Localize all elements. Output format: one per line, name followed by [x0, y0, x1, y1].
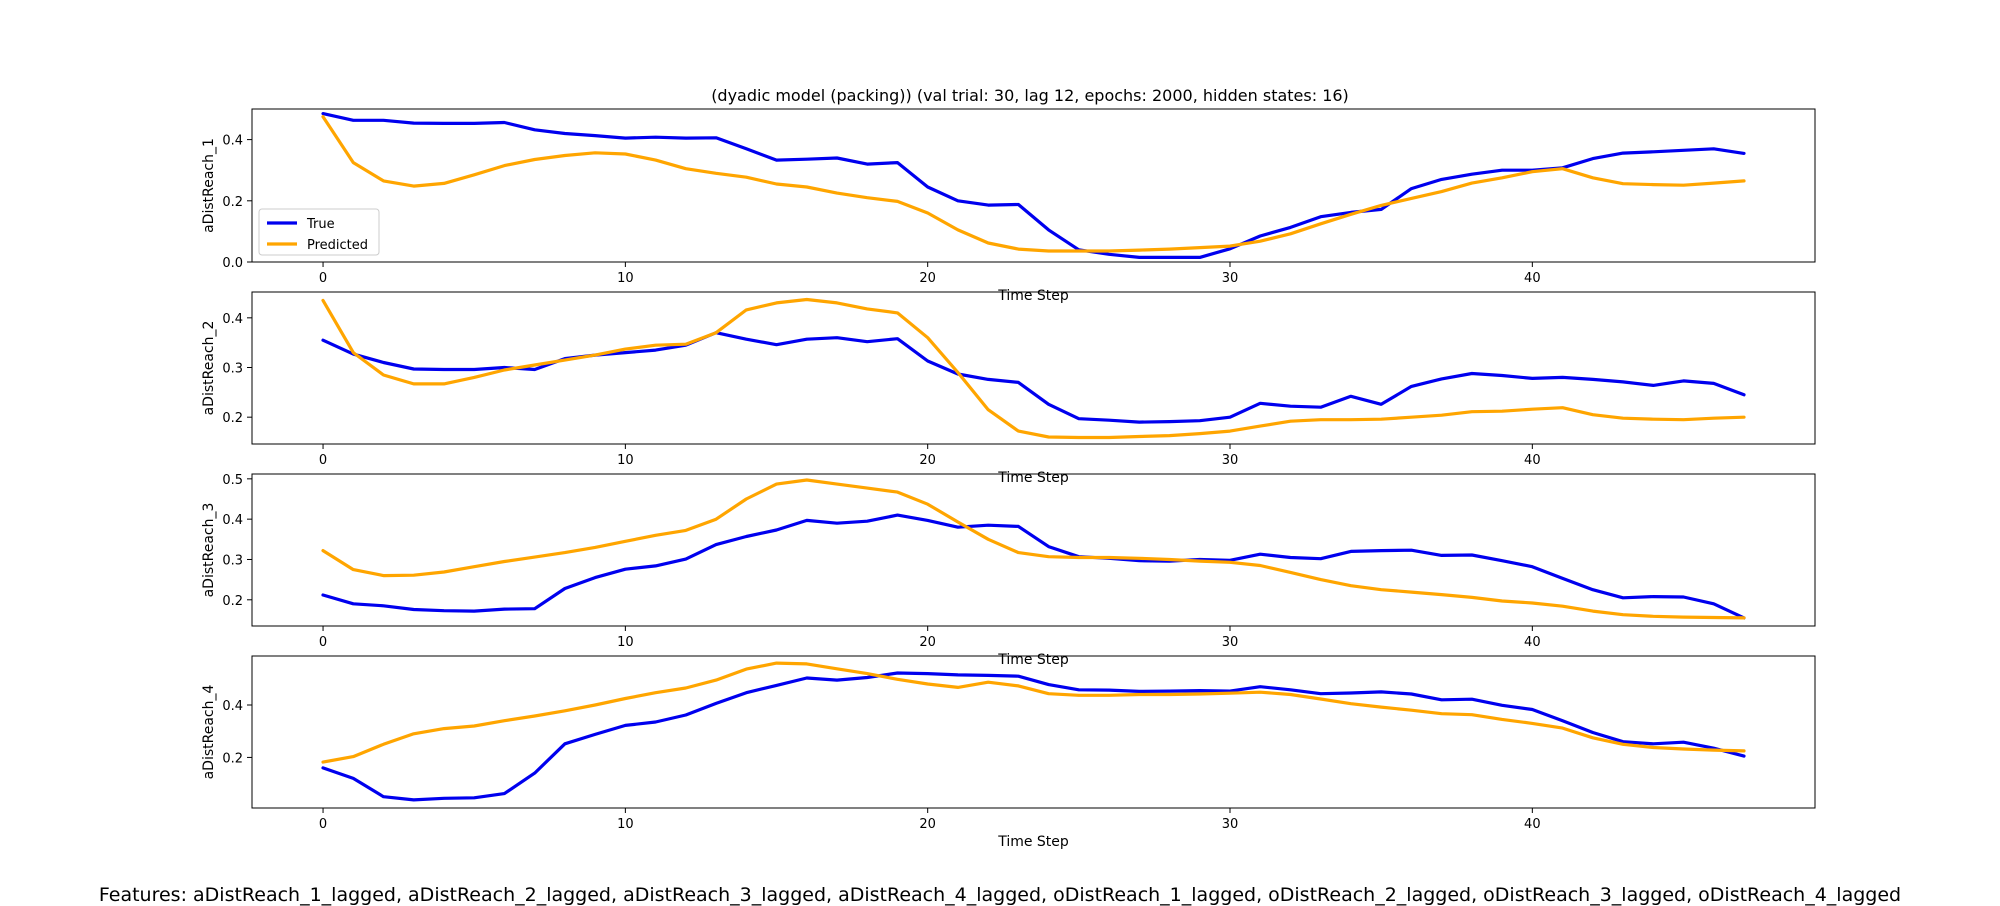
- x-tick-label: 20: [919, 271, 936, 286]
- x-tick-label: 0: [319, 635, 327, 650]
- y-tick-label: 0.4: [222, 513, 243, 528]
- legend: True Predicted: [258, 208, 380, 256]
- series-line-predicted: [321, 297, 1746, 440]
- y-tick-label: 0.3: [222, 362, 243, 377]
- series-line-true: [321, 513, 1746, 620]
- series-line-predicted: [321, 661, 1746, 764]
- axes-frame: [251, 108, 1816, 263]
- x-axis-label: Time Step: [997, 834, 1069, 850]
- features-caption: Features: aDistReach_1_lagged, aDistReac…: [98, 884, 1902, 906]
- y-axis-label: aDistReach_4: [201, 685, 217, 780]
- y-tick-label: 0.2: [222, 751, 243, 766]
- y-axis-label: aDistReach_1: [201, 138, 217, 233]
- y-axis-label: aDistReach_2: [201, 321, 217, 416]
- x-tick-label: 10: [617, 817, 634, 832]
- x-tick-label: 40: [1524, 453, 1541, 468]
- series-line-predicted: [321, 478, 1746, 620]
- y-tick-label: 0.2: [222, 594, 243, 609]
- series-line-predicted: [321, 115, 1746, 253]
- x-tick-label: 30: [1222, 453, 1239, 468]
- x-tick-label: 0: [319, 271, 327, 286]
- x-axis-label: Time Step: [997, 652, 1069, 668]
- y-tick-label: 0.4: [222, 312, 243, 327]
- subplot-3: 0 10 20 30 40 0.2 0.3 0.4 0.5 Time Step aDistReach…: [201, 473, 1816, 668]
- x-tick-label: 10: [617, 453, 634, 468]
- figure: (dyadic model (packing)) (val trial: 30,…: [201, 86, 1816, 850]
- x-axis-label: Time Step: [997, 470, 1069, 486]
- y-tick-label: 0.0: [222, 256, 243, 271]
- x-axis-label: Time Step: [997, 288, 1069, 304]
- x-tick-label: 30: [1222, 271, 1239, 286]
- subplot-1: 0 10 20 30 40 0.0 0.2 0.4 Time Step aDistReach_1 T…: [201, 108, 1816, 304]
- x-tick-label: 0: [319, 453, 327, 468]
- x-tick-label: 40: [1524, 271, 1541, 286]
- figure-title: (dyadic model (packing)) (val trial: 30,…: [711, 86, 1349, 105]
- x-tick-label: 30: [1222, 817, 1239, 832]
- y-tick-label: 0.4: [222, 699, 243, 714]
- y-tick-label: 0.2: [222, 195, 243, 210]
- legend-label-predicted: Predicted: [307, 238, 368, 253]
- y-tick-label: 0.3: [222, 553, 243, 568]
- legend-label-true: True: [306, 217, 335, 232]
- x-tick-label: 10: [617, 635, 634, 650]
- x-tick-label: 20: [919, 635, 936, 650]
- y-tick-label: 0.4: [222, 134, 243, 149]
- subplot-4: 0 10 20 30 40 0.2 0.4 Time Step aDistReach_4: [201, 655, 1816, 850]
- series-line-true: [321, 671, 1746, 802]
- y-axis-label: aDistReach_3: [201, 503, 217, 598]
- x-tick-label: 40: [1524, 635, 1541, 650]
- x-tick-label: 30: [1222, 635, 1239, 650]
- axes-frame: [251, 655, 1816, 809]
- x-tick-label: 20: [919, 453, 936, 468]
- x-tick-label: 10: [617, 271, 634, 286]
- x-tick-label: 40: [1524, 817, 1541, 832]
- y-tick-label: 0.2: [222, 411, 243, 426]
- x-tick-label: 0: [319, 817, 327, 832]
- series-line-true: [321, 111, 1746, 259]
- x-tick-label: 20: [919, 817, 936, 832]
- y-tick-label: 0.5: [222, 473, 243, 488]
- axes-frame: [251, 473, 1816, 627]
- subplot-2: 0 10 20 30 40 0.2 0.3 0.4 Time Step aDistReach_2: [201, 291, 1816, 486]
